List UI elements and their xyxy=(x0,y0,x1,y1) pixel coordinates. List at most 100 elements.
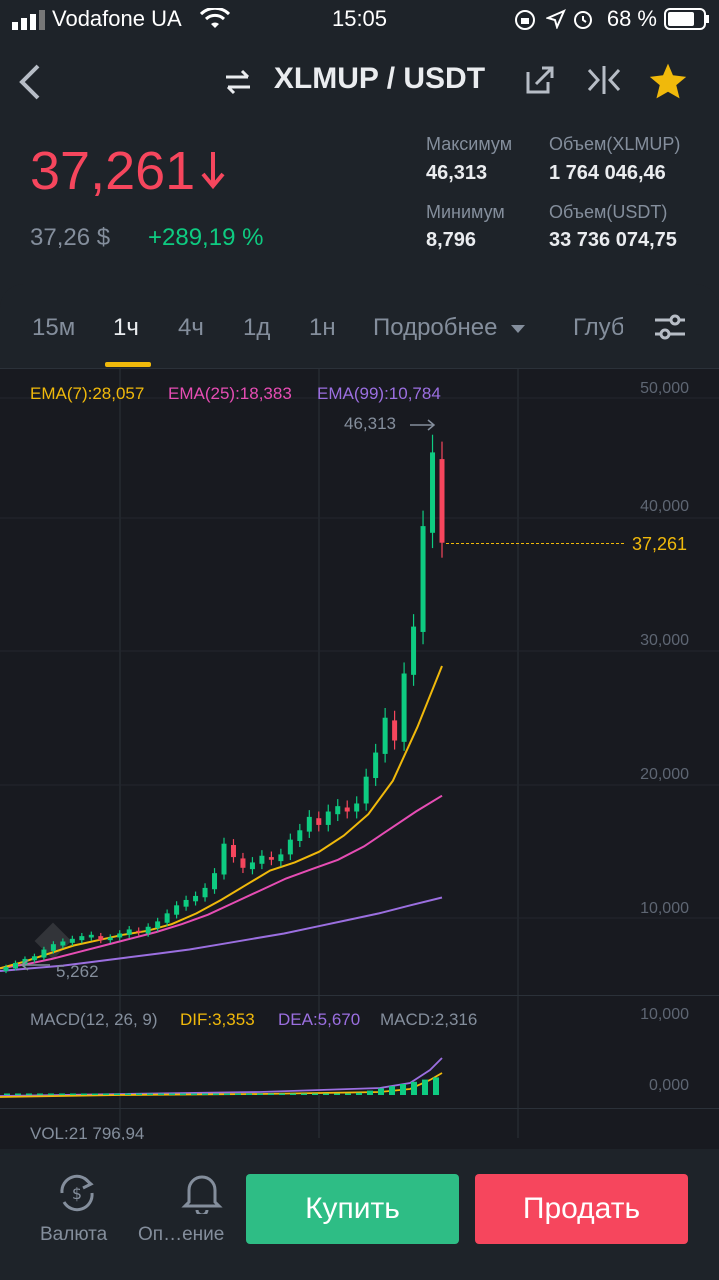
high-value: 46,313 xyxy=(426,162,488,184)
bell-icon[interactable] xyxy=(181,1170,223,1214)
candle-body xyxy=(306,816,312,832)
currency-label[interactable]: Валюта xyxy=(40,1224,108,1245)
macd-histogram-bar xyxy=(290,1093,296,1095)
y-tick-label: 30,000 xyxy=(640,632,689,649)
macd-histogram-bar xyxy=(257,1093,263,1095)
macd-histogram-bar xyxy=(334,1093,340,1095)
tab-more[interactable]: Подробнее xyxy=(373,314,526,342)
low-label: Минимум xyxy=(426,202,505,222)
candle-body xyxy=(183,899,189,907)
macd-histogram-bar xyxy=(4,1093,10,1095)
wifi-icon xyxy=(200,8,230,28)
macd-histogram-bar xyxy=(279,1093,285,1095)
back-icon[interactable] xyxy=(16,62,44,102)
buy-button[interactable]: Купить xyxy=(246,1174,459,1244)
ema99-line xyxy=(0,896,443,972)
tab-1w[interactable]: 1н xyxy=(309,314,336,341)
candle-body xyxy=(221,843,227,875)
macd-tick-label: 0,000 xyxy=(648,1077,689,1094)
active-tab-indicator xyxy=(105,362,151,367)
candle-body xyxy=(202,887,208,898)
y-tick-label: 40,000 xyxy=(640,498,689,515)
candle-body xyxy=(3,966,9,971)
macd-dif: DIF:3,353 xyxy=(180,1010,255,1029)
candle-body xyxy=(401,673,407,742)
last-price-line xyxy=(446,543,624,544)
tab-depth[interactable]: Глуб xyxy=(573,314,623,341)
sell-button[interactable]: Продать xyxy=(475,1174,688,1244)
macd-histogram-bar xyxy=(125,1093,131,1095)
favorite-star-icon[interactable] xyxy=(648,62,688,100)
candle-body xyxy=(230,845,236,858)
macd-histogram-bar xyxy=(202,1093,208,1095)
alerts-label[interactable]: Оп…ение xyxy=(138,1224,225,1245)
ema25-label: EMA(25):18,383 xyxy=(168,384,292,403)
candle-body xyxy=(136,930,142,933)
macd-histogram-bar xyxy=(59,1093,65,1095)
tab-4h[interactable]: 4ч xyxy=(178,314,204,341)
macd-histogram-bar xyxy=(268,1093,274,1095)
candle-body xyxy=(278,854,284,862)
carrier-name: Vodafone UA xyxy=(52,6,182,31)
candle-body xyxy=(373,752,379,779)
chart-settings-icon[interactable] xyxy=(653,312,687,342)
currency-exchange-icon[interactable]: $ xyxy=(54,1170,100,1216)
y-tick-label: 10,000 xyxy=(640,900,689,917)
high-marker-arrow-icon xyxy=(410,419,436,431)
macd-histogram-bar xyxy=(114,1093,120,1095)
volume-base-label: Объем(XLMUP) xyxy=(549,134,681,154)
candle-body xyxy=(50,944,56,951)
candle-body xyxy=(126,929,132,935)
macd-histogram-bar xyxy=(158,1093,164,1095)
volume-base-value: 1 764 046,46 xyxy=(549,162,666,184)
candle-body xyxy=(145,926,151,934)
macd-histogram-bar xyxy=(411,1081,417,1095)
svg-text:$: $ xyxy=(72,1184,82,1203)
candle-body xyxy=(155,921,161,929)
orientation-lock-icon xyxy=(515,10,535,30)
macd-histogram-bar xyxy=(169,1093,175,1095)
macd-histogram-bar xyxy=(92,1093,98,1095)
interval-tabs xyxy=(0,284,719,368)
pair-title[interactable]: XLMUP / USDT xyxy=(273,62,486,95)
candle-body xyxy=(12,962,18,969)
candle-body xyxy=(297,830,303,841)
high-label: Максимум xyxy=(426,134,513,154)
high-marker-label: 46,313 xyxy=(344,414,396,433)
candle-body xyxy=(41,949,47,958)
candle-body xyxy=(411,626,417,675)
volume-label: VOL:21 796,94 xyxy=(30,1124,145,1140)
macd-histogram-bar xyxy=(147,1093,153,1095)
macd-histogram-bar xyxy=(180,1093,186,1095)
share-icon[interactable] xyxy=(524,64,556,96)
tab-1h[interactable]: 1ч xyxy=(113,314,139,341)
candle-body xyxy=(107,937,113,941)
candle-body xyxy=(420,526,426,632)
battery-percent: 68 % xyxy=(606,6,657,31)
candle-body xyxy=(88,934,94,938)
macd-value: MACD:2,316 xyxy=(380,1010,478,1029)
macd-dea-line xyxy=(0,1057,443,1097)
tab-15m[interactable]: 15м xyxy=(32,314,76,341)
macd-histogram-bar xyxy=(191,1093,197,1095)
price-usd: 37,26 $ xyxy=(30,224,111,251)
tab-1d[interactable]: 1д xyxy=(243,314,271,341)
candle-body xyxy=(430,452,436,533)
compare-icon[interactable] xyxy=(586,64,622,96)
caret-down-icon xyxy=(511,324,526,333)
macd-histogram-bar xyxy=(301,1093,307,1095)
candle-body xyxy=(98,936,104,941)
macd-histogram-bar xyxy=(246,1093,252,1095)
candle-body xyxy=(363,776,369,804)
alarm-icon xyxy=(574,11,592,29)
macd-histogram-bar xyxy=(70,1093,76,1095)
candle-body xyxy=(335,806,341,815)
candle-body xyxy=(174,905,180,915)
candle-body xyxy=(249,862,255,870)
macd-histogram-bar xyxy=(224,1093,230,1095)
down-arrow-icon xyxy=(201,152,225,190)
macd-histogram-bar xyxy=(235,1093,241,1095)
candlestick-chart[interactable] xyxy=(0,368,719,1148)
swap-icon[interactable] xyxy=(222,68,254,96)
macd-histogram-bar xyxy=(389,1086,395,1095)
